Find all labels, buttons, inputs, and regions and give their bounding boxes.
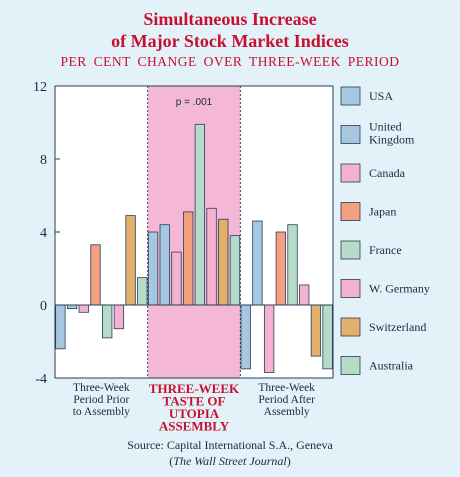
bar-w-germany-period-3 (299, 284, 310, 306)
y-tick-label: 4 (40, 226, 47, 241)
bar-japan-period-3 (275, 231, 286, 306)
legend-swatch-usa (340, 86, 361, 106)
legend-label-canada: Canada (369, 166, 406, 180)
legend-label-line: United (369, 120, 402, 134)
legend-label-line: France (369, 243, 402, 257)
annotation-p-value: p = .001 (176, 97, 213, 108)
category-label-line: TASTE OF (163, 394, 226, 409)
category-label-line: Assembly (264, 406, 310, 418)
category-label-line: to Assembly (73, 406, 130, 418)
bar-canada-period-3 (263, 304, 275, 373)
legend-label-line: Switzerland (369, 320, 426, 334)
legend-swatch-france (340, 240, 361, 260)
category-label-line: THREE-WEEK (149, 381, 240, 396)
bar-w-germany-period-2 (206, 207, 217, 306)
bar-usa-period-3 (240, 304, 251, 370)
legend-swatch-united-kingdom (340, 125, 361, 144)
bar-switzerland-period-1 (125, 215, 136, 306)
x-axis-labels: Three-Week Period Prior to AssemblyTHREE-W… (73, 381, 315, 434)
bar-japan-period-2 (182, 211, 194, 306)
bar-usa-period-2 (147, 231, 159, 306)
legend-swatch-australia (340, 356, 361, 375)
category-label-line: Period Prior (73, 394, 129, 406)
y-tick-label: 8 (40, 153, 47, 168)
legend-label-australia: Australia (369, 359, 414, 373)
bar-united-kingdom-period-3 (252, 220, 263, 306)
bar-usa-period-1 (55, 304, 66, 350)
legend-label-line: Canada (369, 166, 406, 180)
bar-australia-period-1 (137, 277, 148, 306)
bar-france-period-2 (194, 123, 206, 306)
legend-label-line: Kingdom (369, 133, 415, 147)
bar-united-kingdom-period-2 (159, 224, 170, 306)
bar-australia-period-3 (322, 304, 333, 370)
bar-france-period-1 (102, 304, 113, 339)
bar-canada-period-1 (78, 304, 89, 313)
category-label-1: Three-Week Period Prior to Assembly (73, 382, 130, 418)
bar-japan-period-1 (90, 244, 101, 306)
source-journal-name: The Wall Street Journal (173, 454, 287, 468)
category-label-line: ASSEMBLY (159, 419, 230, 434)
legend-label-line: USA (369, 89, 393, 103)
y-axis: 12 8 4 0 -4 (33, 80, 60, 387)
legend-label-united-kingdom: United Kingdom (369, 120, 415, 147)
legend-swatch-switzerland (340, 317, 361, 337)
bar-w-germany-period-1 (113, 304, 125, 330)
legend-label-line: W. Germany (369, 282, 430, 296)
bar-switzerland-period-2 (218, 218, 229, 306)
legend-label-line: Australia (369, 359, 414, 373)
y-tick-label: -4 (35, 372, 47, 387)
legend-swatch-w-germany (340, 279, 361, 298)
bar-france-period-3 (287, 224, 298, 306)
category-label-line: Three-Week (73, 382, 130, 394)
category-label-line: Period After (258, 394, 315, 406)
legend-label-france: France (369, 243, 402, 257)
legend: USA United Kingdom Canada Japan France W. Germ… (340, 86, 430, 375)
chart-subtitle: PER CENT CHANGE OVER THREE-WEEK PERIOD (60, 54, 400, 69)
y-tick-label: 0 (40, 299, 47, 314)
category-label-line: UTOPIA (169, 406, 220, 421)
bar-canada-period-2 (171, 251, 182, 306)
legend-label-usa: USA (369, 89, 393, 103)
bar-united-kingdom-period-1 (66, 304, 78, 310)
chart-title-line2: of Major Stock Market Indices (111, 31, 349, 51)
bar-switzerland-period-3 (310, 304, 322, 357)
legend-label-line: Japan (369, 205, 396, 219)
category-label-3: Three-Week Period After Assembly (258, 382, 315, 418)
legend-label-japan: Japan (369, 205, 396, 219)
legend-label-w-germany: W. Germany (369, 282, 430, 296)
category-label-line: Three-Week (258, 382, 315, 394)
source-note: Source: Capital International S.A., Gene… (127, 438, 333, 452)
chart-title: Simultaneous Increase (143, 9, 317, 29)
legend-swatch-canada (340, 163, 361, 183)
category-label-2: THREE-WEEK TASTE OF UTOPIA ASSEMBLY (149, 381, 240, 434)
source-journal: (The Wall Street Journal) (169, 454, 291, 468)
legend-label-switzerland: Switzerland (369, 320, 426, 334)
y-tick-label: 12 (33, 80, 47, 95)
bar-australia-period-2 (229, 235, 241, 306)
legend-swatch-japan (340, 202, 361, 221)
